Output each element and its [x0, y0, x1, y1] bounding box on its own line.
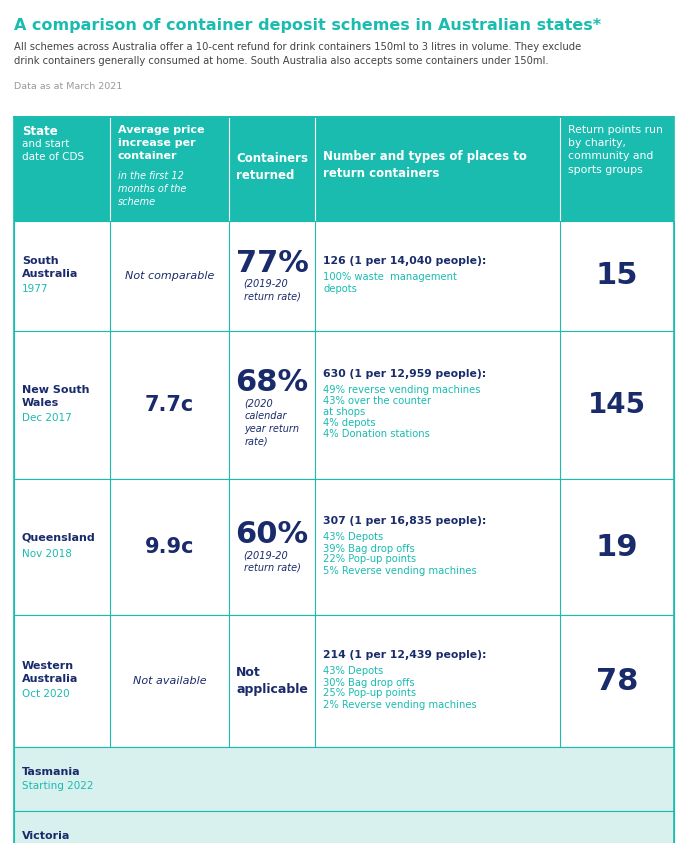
Text: 60%: 60%	[235, 520, 309, 549]
Text: Not
applicable: Not applicable	[236, 666, 308, 696]
Bar	[14, 615, 674, 747]
Text: Data as at March 2021: Data as at March 2021	[14, 82, 122, 91]
Text: 5% Reverse vending machines: 5% Reverse vending machines	[323, 566, 477, 576]
Text: 39% Bag drop offs: 39% Bag drop offs	[323, 544, 415, 554]
Text: 25% Pop-up points: 25% Pop-up points	[323, 689, 416, 699]
Text: Oct 2020: Oct 2020	[22, 689, 69, 699]
Text: 19: 19	[596, 533, 638, 561]
Text: Victoria: Victoria	[22, 831, 70, 841]
Text: 77%: 77%	[235, 249, 308, 278]
Text: Average price
increase per
container: Average price increase per container	[118, 125, 204, 161]
Text: 43% Depots: 43% Depots	[323, 667, 383, 676]
Text: 7.7c: 7.7c	[144, 395, 194, 415]
Text: Not available: Not available	[133, 676, 206, 686]
Bar	[14, 221, 674, 331]
Text: Containers
returned: Containers returned	[236, 152, 308, 182]
Text: 1977: 1977	[22, 284, 48, 294]
Text: 630 (1 per 12,959 people):: 630 (1 per 12,959 people):	[323, 369, 486, 379]
Text: Starting 2022: Starting 2022	[22, 781, 94, 791]
Text: 30% Bag drop offs: 30% Bag drop offs	[323, 678, 415, 688]
Text: State: State	[22, 125, 58, 138]
Text: (2019-20
return rate): (2019-20 return rate)	[244, 279, 301, 302]
Text: 9.9c: 9.9c	[144, 537, 194, 557]
Text: A comparison of container deposit schemes in Australian states*: A comparison of container deposit scheme…	[14, 18, 601, 33]
Text: Return points run
by charity,
community and
sports groups: Return points run by charity, community …	[568, 125, 663, 175]
Text: 43% over the counter: 43% over the counter	[323, 396, 431, 406]
Text: (2020
calendar
year return
rate): (2020 calendar year return rate)	[244, 398, 299, 447]
Bar	[14, 117, 674, 221]
Text: Queensland: Queensland	[22, 533, 96, 543]
Text: Not comparable: Not comparable	[125, 271, 214, 281]
Bar	[14, 479, 674, 615]
Bar	[14, 331, 674, 479]
Text: Western
Australia: Western Australia	[22, 661, 78, 685]
Text: 49% reverse vending machines: 49% reverse vending machines	[323, 385, 481, 395]
Text: 15: 15	[596, 261, 638, 291]
Text: Dec 2017: Dec 2017	[22, 413, 72, 423]
Text: 100% waste  management: 100% waste management	[323, 272, 457, 282]
Text: 126 (1 per 14,040 people):: 126 (1 per 14,040 people):	[323, 256, 486, 266]
Text: 4% depots: 4% depots	[323, 418, 376, 428]
Text: South
Australia: South Australia	[22, 256, 78, 279]
Text: 145: 145	[588, 391, 646, 419]
Text: at shops: at shops	[323, 407, 365, 417]
Text: 78: 78	[596, 667, 638, 695]
Text: 68%: 68%	[235, 368, 309, 397]
Text: 2% Reverse vending machines: 2% Reverse vending machines	[323, 700, 477, 710]
Text: 22% Pop-up points: 22% Pop-up points	[323, 555, 416, 565]
Text: and start
date of CDS: and start date of CDS	[22, 139, 84, 162]
Text: Tasmania: Tasmania	[22, 767, 80, 777]
Bar	[14, 811, 674, 843]
Text: Nov 2018: Nov 2018	[22, 549, 72, 559]
Text: in the first 12
months of the
scheme: in the first 12 months of the scheme	[118, 171, 186, 207]
Text: New South
Wales: New South Wales	[22, 385, 89, 408]
Text: 307 (1 per 16,835 people):: 307 (1 per 16,835 people):	[323, 517, 486, 527]
Text: 4% Donation stations: 4% Donation stations	[323, 429, 430, 439]
Text: 214 (1 per 12,439 people):: 214 (1 per 12,439 people):	[323, 651, 486, 661]
Text: (2019-20
return rate): (2019-20 return rate)	[244, 550, 301, 572]
Text: All schemes across Australia offer a 10-cent refund for drink containers 150ml t: All schemes across Australia offer a 10-…	[14, 42, 581, 66]
Bar	[14, 747, 674, 811]
Text: depots: depots	[323, 283, 357, 293]
Text: 43% Depots: 43% Depots	[323, 533, 383, 543]
Text: Number and types of places to
return containers: Number and types of places to return con…	[323, 150, 527, 180]
